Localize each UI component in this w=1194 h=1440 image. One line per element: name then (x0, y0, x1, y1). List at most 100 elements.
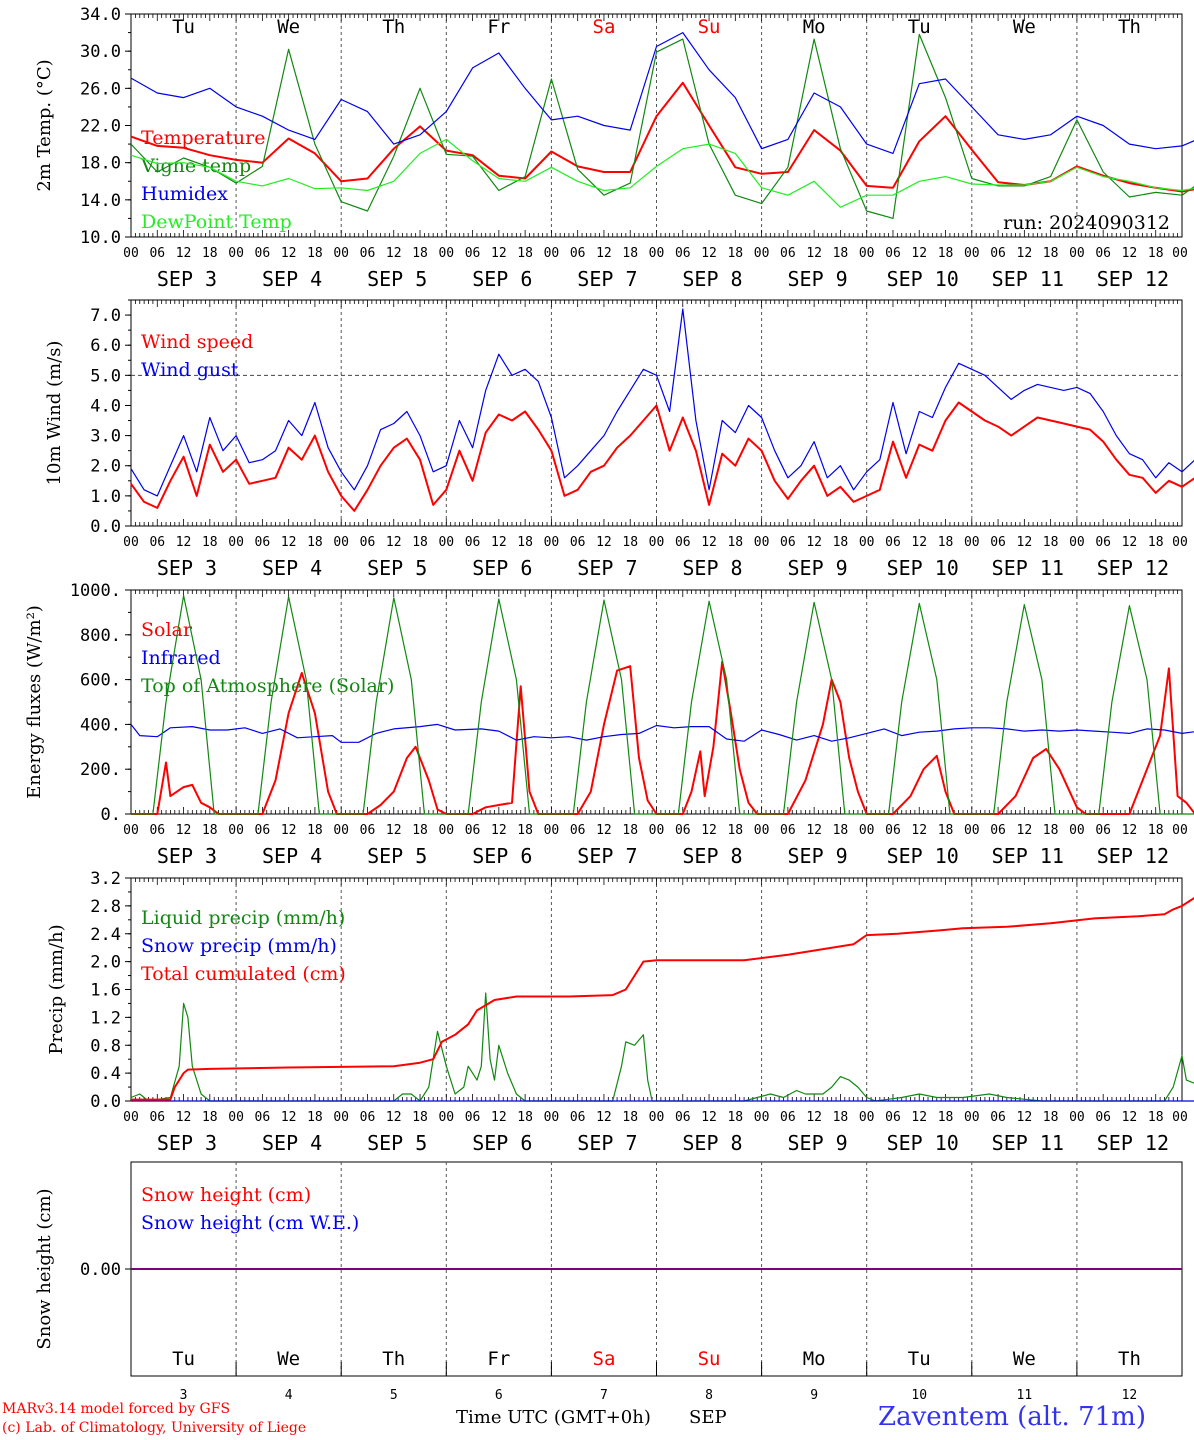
hour-tick-label: 18 (833, 1110, 849, 1125)
y-tick-label: 200. (80, 760, 121, 780)
hour-tick-label: 00 (228, 823, 244, 838)
hour-tick-label: 18 (833, 535, 849, 550)
date-label: SEP 8 (682, 556, 742, 580)
hour-tick-label: 00 (649, 823, 665, 838)
legend-item: Solar (141, 619, 193, 641)
hour-tick-label: 12 (1017, 535, 1033, 550)
hour-tick-label: 12 (1122, 1110, 1138, 1125)
hour-tick-label: 18 (202, 535, 218, 550)
hour-tick-label: 12 (1017, 823, 1033, 838)
legend-item: Wind speed (141, 331, 253, 353)
hour-tick-label: 06 (990, 246, 1006, 261)
hour-tick-label: 06 (885, 823, 901, 838)
hour-tick-label: 18 (412, 535, 428, 550)
hour-tick-label: 18 (412, 1110, 428, 1125)
hour-tick-label: 00 (754, 823, 770, 838)
hour-tick-label: 18 (622, 823, 638, 838)
legend-item: Humidex (141, 183, 228, 205)
snow-panel: 0.00 Snow height (cm) Snow height (cm) Snow… (34, 1161, 1183, 1403)
date-label: SEP 9 (787, 556, 847, 580)
y-tick-label: 0.4 (90, 1064, 121, 1084)
y-tick-label: 22.0 (80, 117, 121, 137)
y-tick-label: 1.0 (90, 487, 121, 507)
hour-tick-label: 00 (228, 535, 244, 550)
hour-tick-label: 00 (754, 1110, 770, 1125)
hour-tick-label: 06 (885, 535, 901, 550)
energy-panel: 0. 200. 400. 600. 800. 1000. Energy fluxes (W/… (24, 581, 1194, 868)
hour-tick-label: 06 (570, 1110, 586, 1125)
weekday-label: Sa (593, 1348, 616, 1370)
hour-tick-label: 12 (701, 246, 717, 261)
hour-tick-label: 12 (491, 823, 507, 838)
hour-tick-label: 12 (176, 1110, 192, 1125)
hour-tick-label: 00 (123, 246, 139, 261)
hour-tick-label: 00 (859, 823, 875, 838)
hour-tick-label: 12 (491, 1110, 507, 1125)
hour-tick-label: 12 (806, 246, 822, 261)
hour-tick-label: 00 (333, 246, 349, 261)
y-tick-label: 6.0 (90, 336, 121, 356)
y-tick-label: 3.2 (90, 869, 121, 889)
hour-tick-label: 00 (1172, 535, 1188, 550)
hour-tick-label: 06 (255, 535, 271, 550)
y-tick-label: 1.2 (90, 1008, 121, 1028)
hour-tick-label: 12 (911, 1110, 927, 1125)
hour-tick-label: 06 (1095, 1110, 1111, 1125)
hour-tick-label: 18 (938, 246, 954, 261)
hour-tick-label: 06 (780, 535, 796, 550)
hour-tick-label: 06 (570, 823, 586, 838)
date-label: SEP 11 (992, 844, 1064, 868)
precip-panel: 0.0 0.4 0.8 1.2 1.6 2.0 2.4 2.8 3.2 Precip (mm/h)… (46, 869, 1194, 1155)
hour-tick-label: 06 (885, 1110, 901, 1125)
series-line-dewpoint-temp (130, 138, 1194, 208)
weekday-label: Tu (908, 16, 931, 38)
station-title: Zaventem (alt. 71m) (878, 1402, 1146, 1432)
hour-tick-label: 18 (1148, 1110, 1164, 1125)
time-axis-title: Time UTC (GMT+0h) (456, 1407, 651, 1428)
hour-tick-label: 00 (964, 535, 980, 550)
hour-tick-label: 06 (255, 246, 271, 261)
legend-item: Temperature (141, 127, 265, 149)
series-line-wind-speed (130, 401, 1194, 512)
hour-tick-label: 00 (333, 823, 349, 838)
day-number-label: 4 (285, 1388, 293, 1403)
date-label: SEP 12 (1097, 844, 1169, 868)
hour-tick-label: 18 (938, 823, 954, 838)
date-label: SEP 5 (367, 556, 427, 580)
weekday-label: Tu (172, 16, 195, 38)
hour-tick-label: 06 (675, 1110, 691, 1125)
day-number-label: 11 (1017, 1388, 1033, 1403)
series-line-total-cumulated-cm- (131, 897, 1194, 1101)
hour-tick-label: 00 (228, 246, 244, 261)
weekday-label: Th (382, 1348, 405, 1370)
hour-tick-label: 18 (517, 246, 533, 261)
date-label: SEP 10 (887, 1131, 959, 1155)
y-tick-label: 34.0 (80, 5, 121, 25)
hour-tick-label: 18 (202, 246, 218, 261)
date-label: SEP 4 (262, 1131, 322, 1155)
temp-panel: 10.0 14.0 18.0 22.0 26.0 30.0 34.0 2m Temp. (°C… (34, 5, 1194, 291)
y-tick-label: 26.0 (80, 79, 121, 99)
hour-tick-label: 12 (596, 823, 612, 838)
hour-tick-label: 06 (149, 1110, 165, 1125)
hour-tick-label: 12 (911, 823, 927, 838)
hour-tick-label: 12 (281, 246, 297, 261)
hour-tick-label: 06 (149, 823, 165, 838)
hour-tick-label: 12 (1122, 246, 1138, 261)
hour-tick-label: 12 (386, 1110, 402, 1125)
hour-tick-label: 12 (806, 535, 822, 550)
series-line-infrared (130, 723, 1194, 743)
hour-tick-label: 18 (1043, 1110, 1059, 1125)
weekday-label: We (1013, 1348, 1036, 1370)
hour-tick-label: 00 (964, 1110, 980, 1125)
hour-tick-label: 12 (176, 246, 192, 261)
hour-tick-label: 18 (307, 1110, 323, 1125)
hour-tick-label: 06 (360, 535, 376, 550)
plot-frame (130, 589, 1183, 815)
date-label: SEP 10 (887, 844, 959, 868)
hour-tick-label: 06 (990, 1110, 1006, 1125)
series-line-wind-gust (130, 308, 1194, 497)
hour-tick-label: 18 (727, 823, 743, 838)
day-number-label: 3 (180, 1388, 188, 1403)
hour-tick-label: 18 (1043, 535, 1059, 550)
